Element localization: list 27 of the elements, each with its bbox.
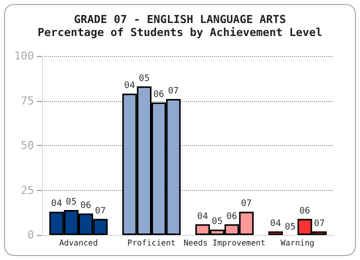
series-label: 05: [66, 197, 77, 208]
series-label: 04: [51, 199, 62, 210]
text: 05: [212, 217, 223, 228]
y-tick-label: 0: [27, 228, 34, 242]
text: 07: [168, 86, 179, 96]
y-tick-label: 75: [20, 94, 34, 108]
y-tick-label: 25: [20, 184, 34, 197]
chart-title: GRADE 07 - ENGLISH LANGUAGE ARTS: [74, 13, 286, 26]
text: 06: [153, 90, 164, 100]
x-tick-label: Warning: [280, 238, 315, 248]
text: 06: [226, 212, 238, 222]
text: 05: [138, 74, 150, 84]
text: 06: [299, 206, 310, 216]
x-tick-label: Proficient: [127, 238, 176, 248]
y-tick-label: 100: [14, 50, 34, 62]
chart-subtitle: Percentage of Students by Achievement Level: [38, 26, 322, 39]
text: 07: [240, 199, 252, 210]
y-tick-label: 50: [20, 139, 34, 152]
text: 05: [284, 222, 296, 232]
text: 04: [197, 212, 208, 222]
text: 04: [270, 218, 282, 229]
text: 04: [124, 81, 136, 92]
series-label: 07: [94, 206, 106, 216]
x-tick-label: Needs Improvement: [184, 238, 266, 248]
text: 07: [314, 218, 325, 229]
x-tick-label: Advanced: [59, 238, 98, 248]
series-label: 06: [80, 201, 92, 212]
